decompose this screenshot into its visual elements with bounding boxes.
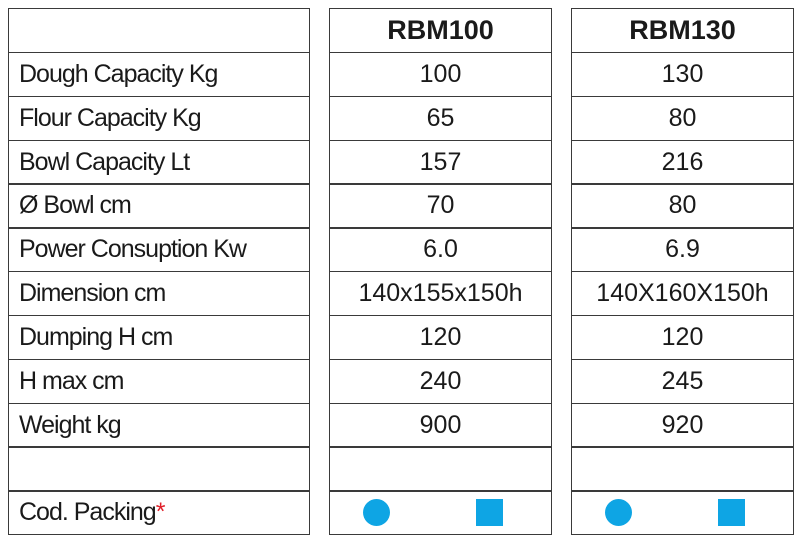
row-label: Flour Capacity Kg [8, 95, 310, 141]
value-cell: 245 [571, 358, 794, 404]
square-icon [476, 499, 503, 527]
value-cell-text: 100 [419, 59, 462, 88]
value-cell: 100 [329, 51, 552, 98]
value-cell: 140X160X150h [571, 271, 794, 317]
blank-cell [571, 446, 794, 492]
row-label-text: Dough Capacity Kg [19, 59, 218, 88]
row-label-text: H max cm [19, 366, 124, 395]
asterisk: * [155, 498, 166, 527]
value-cell: 6.0 [329, 227, 552, 273]
value-cell-text: 65 [426, 103, 455, 132]
value-cell-text: 6.9 [665, 235, 700, 264]
blank-cell [8, 446, 310, 492]
value-cell-text: 70 [426, 191, 455, 220]
value-cell-text: 216 [661, 147, 704, 176]
row-label-text: Ø Bowl cm [19, 191, 132, 220]
value-cell: 70 [329, 183, 552, 229]
value-cell: 140x155x150h [329, 271, 552, 317]
value-cell: 6.9 [571, 227, 794, 273]
value-cell: 80 [571, 183, 794, 229]
packing-icons [329, 490, 552, 536]
value-cell: 65 [329, 95, 552, 141]
value-cell-text: 6.0 [423, 235, 458, 264]
value-cell-text: 240 [419, 366, 462, 395]
row-label: Dimension cm [8, 271, 310, 317]
value-cell: 120 [571, 314, 794, 361]
value-cell-text: 130 [661, 59, 704, 88]
value-cell: 240 [329, 358, 552, 404]
header-blank [8, 8, 310, 54]
value-cell: 120 [329, 314, 552, 361]
circle-icon [363, 499, 390, 527]
value-cell-text: 120 [419, 322, 462, 351]
value-cell-text: 140X160X150h [596, 279, 769, 308]
value-cell-text: 120 [661, 322, 704, 351]
value-cell: 80 [571, 95, 794, 141]
row-label-text: Dimension cm [19, 279, 166, 308]
row-label: Dough Capacity Kg [8, 51, 310, 98]
row-label-text: Power Consuption Kw [19, 235, 247, 264]
row-label: Dumping H cm [8, 314, 310, 361]
column-header: RBM130 [571, 8, 794, 54]
row-label-text: Weight kg [19, 410, 122, 439]
row-label-text: Bowl Capacity Lt [19, 147, 190, 176]
value-cell: 920 [571, 402, 794, 448]
value-cell-text: 80 [668, 191, 697, 220]
value-cell-text: 80 [668, 103, 697, 132]
column-header-text: RBM100 [387, 15, 494, 46]
row-label: Ø Bowl cm [8, 183, 310, 229]
row-label: Bowl Capacity Lt [8, 139, 310, 185]
value-cell: 157 [329, 139, 552, 185]
row-label: Weight kg [8, 402, 310, 448]
packing-label: Cod. Packing * [8, 490, 310, 536]
value-cell-text: 920 [661, 410, 704, 439]
square-icon [718, 499, 745, 527]
circle-icon [605, 499, 632, 527]
blank-cell [329, 446, 552, 492]
column-header-text: RBM130 [629, 15, 736, 46]
value-cell-text: 900 [419, 410, 462, 439]
row-label: H max cm [8, 358, 310, 404]
column-header: RBM100 [329, 8, 552, 54]
value-cell-text: 140x155x150h [358, 279, 523, 308]
value-cell-text: 157 [419, 147, 462, 176]
value-cell-text: 245 [661, 366, 704, 395]
packing-label-text: Cod. Packing [19, 498, 157, 527]
row-label-text: Dumping H cm [19, 322, 173, 351]
row-label-text: Flour Capacity Kg [19, 103, 202, 132]
value-cell: 130 [571, 51, 794, 98]
packing-icons [571, 490, 794, 536]
row-label: Power Consuption Kw [8, 227, 310, 273]
value-cell: 900 [329, 402, 552, 448]
value-cell: 216 [571, 139, 794, 185]
